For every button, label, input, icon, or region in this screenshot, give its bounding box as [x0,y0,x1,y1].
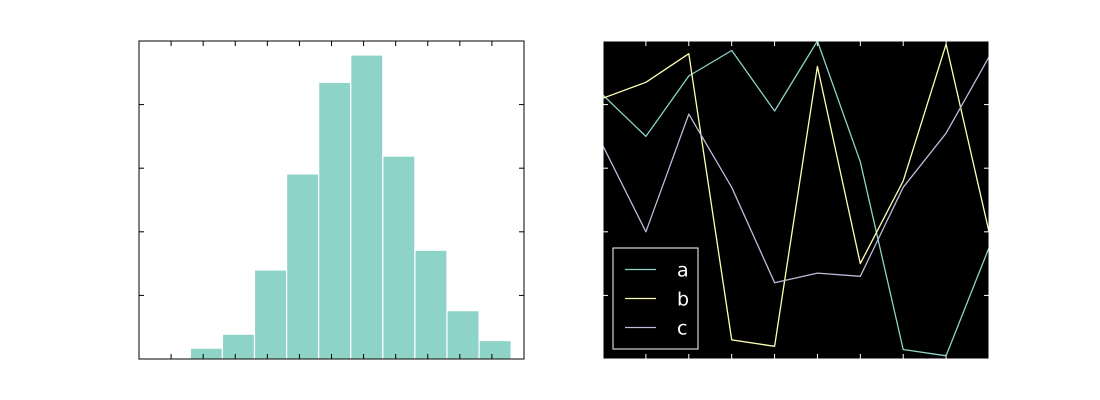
histogram-bar-2 [253,269,288,360]
histogram-bar-9 [478,339,512,360]
series-line-c [603,56,989,284]
histogram-bars [189,54,512,360]
histogram-bar-7 [414,249,448,360]
series-line-a [603,41,989,357]
legend-label-b: b [677,289,689,311]
legend-label-c: c [677,318,687,340]
legend-label-a: a [677,260,689,282]
histogram-bar-6 [382,155,416,360]
series-line-b [603,43,989,347]
histogram-bar-8 [446,310,480,360]
legend: abc [612,247,699,350]
histogram-bar-5 [350,54,384,360]
line-chart-panel: abc [602,40,990,360]
line-chart-series [603,41,989,357]
histogram-frame [138,40,525,360]
histogram-bar-4 [318,81,352,360]
line-chart-frame [602,40,990,360]
histogram-panel [138,40,525,360]
histogram-bar-1 [221,333,256,360]
histogram-bar-3 [285,173,320,360]
legend-items: abc [625,260,689,340]
histogram-bar-0 [189,347,224,360]
